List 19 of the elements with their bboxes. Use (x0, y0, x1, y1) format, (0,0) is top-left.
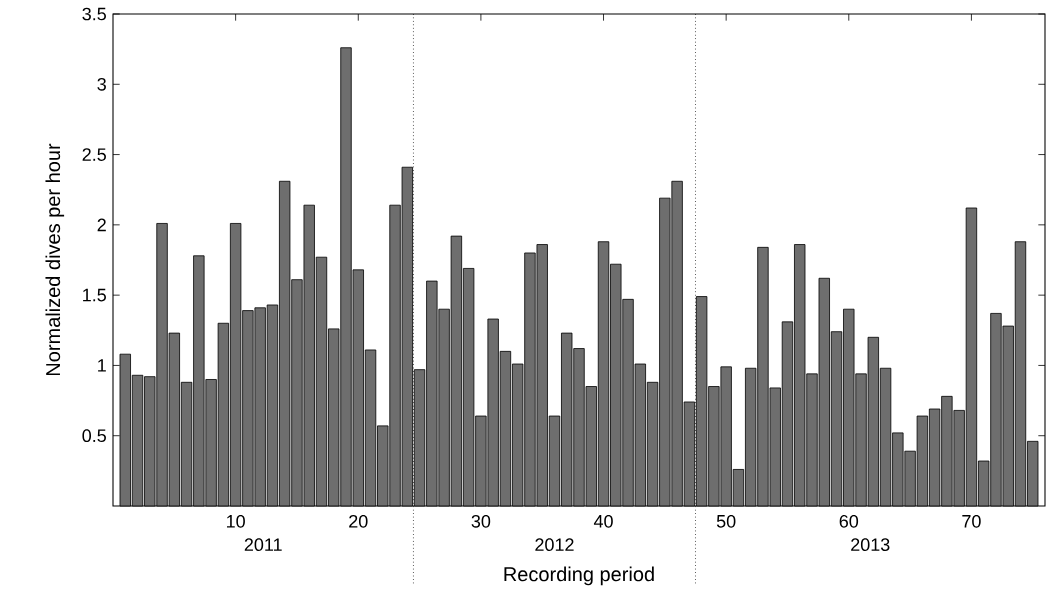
y-tick-label: 1.5 (83, 288, 106, 302)
text: 2012 (535, 538, 574, 551)
y-tick-label: 0.5 (82, 429, 106, 443)
y-tick-label: 2.5 (82, 148, 106, 161)
x-tick-label: 70 (962, 514, 981, 528)
y-tick-label: 1 (98, 359, 106, 372)
y-tick-label: 2 (97, 218, 106, 232)
x-axis-title: Recording period (504, 566, 654, 586)
x-tick-label: 60 (839, 514, 859, 528)
text: 2013 (851, 538, 890, 551)
x-tick-label: 30 (471, 514, 491, 528)
y-tick-label: 3 (97, 77, 106, 91)
x-tick-label: 50 (716, 514, 736, 528)
x-tick-label: 20 (349, 514, 368, 528)
x-tick-label: 40 (593, 514, 613, 528)
y-axis-title: Normalized dives per hour (45, 143, 65, 376)
x-tick-label: 10 (227, 514, 245, 528)
y-tick-label: 3.5 (82, 7, 106, 21)
text: 2011 (244, 538, 282, 551)
